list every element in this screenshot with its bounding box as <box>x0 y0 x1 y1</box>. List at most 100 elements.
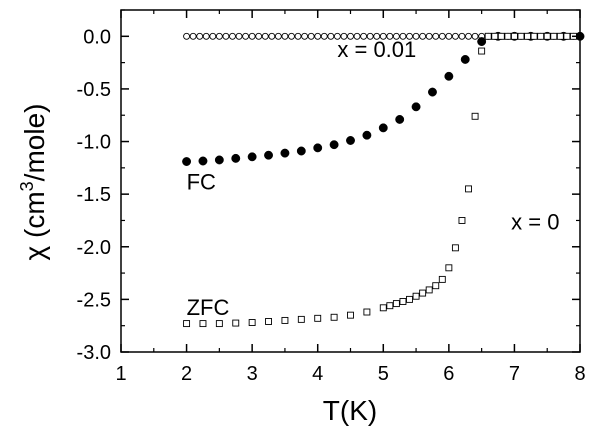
data-point <box>333 32 341 40</box>
data-point <box>386 32 394 40</box>
data-point <box>510 32 518 40</box>
data-point <box>222 32 230 40</box>
data-point <box>392 32 400 40</box>
data-point <box>471 112 479 120</box>
axes: 1 2 3 4 5 6 7 8 0.0 -0.5 -1.0 -1.5 -2.0 -2.5 -3.0 <box>77 9 586 385</box>
y-tick-label: -0.5 <box>77 79 111 101</box>
x-tick-label: 7 <box>509 363 520 385</box>
data-point <box>346 136 355 145</box>
data-point <box>497 32 505 40</box>
data-point <box>248 32 256 40</box>
data-point <box>406 32 413 40</box>
data-point <box>406 295 413 303</box>
data-point <box>347 311 354 319</box>
y-tick-label: 0.0 <box>83 26 111 48</box>
x-tick-label: 8 <box>574 363 585 385</box>
data-point <box>182 157 192 166</box>
data-point <box>229 32 236 40</box>
data-point <box>504 32 512 40</box>
x-tick-label: 6 <box>443 363 454 385</box>
y-tick-label: -1.0 <box>77 132 111 154</box>
data-point <box>477 37 487 47</box>
data-point <box>395 114 405 124</box>
data-point <box>411 102 421 112</box>
x-tick-label: 4 <box>312 363 323 385</box>
data-point <box>362 130 372 140</box>
data-point <box>419 32 427 40</box>
data-point <box>444 71 454 81</box>
data-point <box>465 32 472 40</box>
data-point <box>247 152 257 162</box>
x-tick-label: 3 <box>247 363 258 385</box>
annotation-label: FC <box>187 170 216 195</box>
data-point <box>313 143 323 153</box>
data-point <box>491 32 499 40</box>
data-point <box>379 304 387 312</box>
data-point <box>360 32 368 40</box>
x-tick-label: 1 <box>115 363 126 385</box>
data-point <box>399 298 407 305</box>
data-point <box>268 32 276 40</box>
data-point <box>543 32 551 40</box>
data-point <box>320 32 328 40</box>
data-point <box>274 32 282 40</box>
data-point <box>445 264 453 272</box>
data-point <box>524 32 531 40</box>
data-point <box>556 32 564 40</box>
data-point <box>288 32 295 40</box>
data-point <box>330 313 338 321</box>
data-point <box>297 315 305 323</box>
data-point <box>248 319 256 326</box>
data-point <box>199 320 207 328</box>
data-point <box>425 32 433 40</box>
plot-marks <box>182 31 585 328</box>
data-point <box>314 32 322 40</box>
data-point <box>438 275 446 283</box>
data-point <box>301 32 309 40</box>
data-point <box>183 32 191 40</box>
data-point <box>189 32 197 40</box>
data-point <box>242 32 250 40</box>
data-point <box>307 32 315 40</box>
y-tick-label: -3.0 <box>77 342 111 364</box>
data-point <box>198 156 208 166</box>
y-tick-label: -1.5 <box>77 184 111 206</box>
data-point <box>458 32 466 40</box>
x-tick-label: 2 <box>181 363 192 385</box>
data-point <box>353 32 361 40</box>
data-point <box>373 32 381 40</box>
data-point <box>392 300 400 308</box>
annotations: x = 0.01 FC ZFC x = 0 <box>187 37 560 320</box>
data-point <box>231 153 241 163</box>
data-point <box>366 32 374 40</box>
data-point <box>363 308 371 316</box>
data-point <box>340 32 348 40</box>
data-point <box>296 146 306 156</box>
y-tick-label: -2.0 <box>77 237 111 259</box>
y-tick-label: -2.5 <box>77 289 111 311</box>
data-point <box>451 244 459 252</box>
annotation-label: x = 0.01 <box>337 37 416 62</box>
data-point <box>261 32 269 40</box>
data-point <box>445 32 453 40</box>
data-point <box>235 32 243 40</box>
data-point <box>378 123 388 133</box>
data-point <box>280 148 290 158</box>
data-point <box>537 32 545 40</box>
data-point <box>214 155 224 165</box>
data-point <box>432 282 440 290</box>
data-point <box>329 140 339 150</box>
data-point <box>550 32 558 40</box>
data-point <box>232 319 240 327</box>
data-point <box>209 32 217 40</box>
data-point <box>281 316 289 324</box>
data-point <box>327 32 335 40</box>
data-point <box>465 185 472 193</box>
data-point <box>458 217 466 224</box>
data-point <box>451 32 459 40</box>
series-2 <box>183 32 577 328</box>
data-point <box>281 32 289 40</box>
data-point <box>517 32 525 40</box>
data-point <box>530 32 538 40</box>
